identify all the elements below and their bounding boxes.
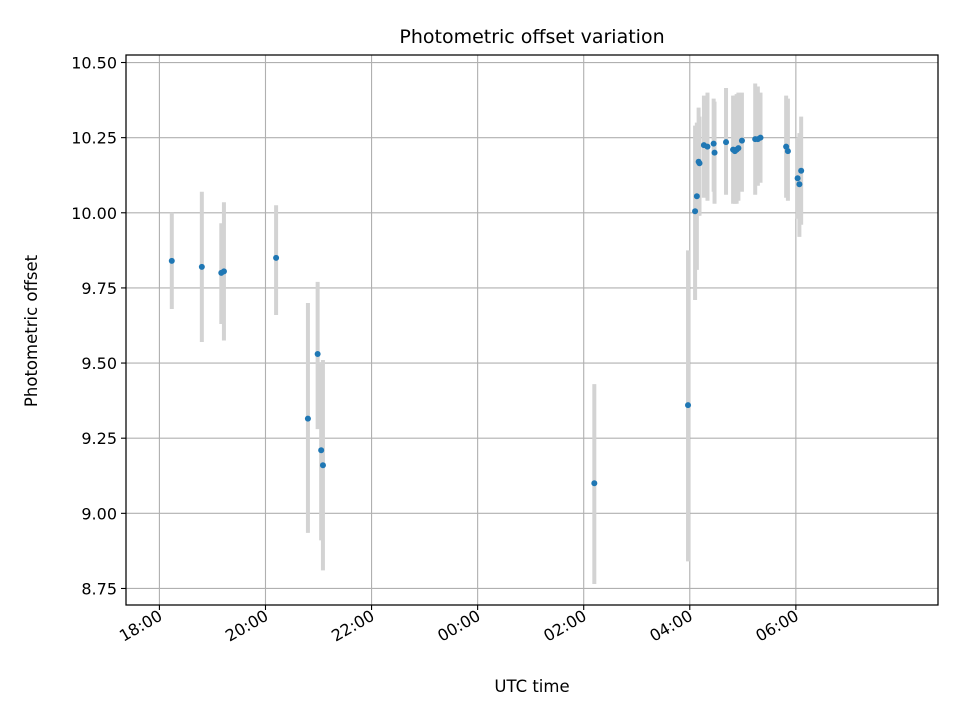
data-point [783,143,790,150]
data-point [710,140,717,147]
data-point [723,139,730,146]
data-point [796,181,803,188]
data-point [591,480,598,487]
y-axis: 8.75 9.00 9.25 9.50 9.75 10.00 10.25 10.50 [71,54,126,598]
y-axis-title: Photometric offset [22,254,41,407]
y-tick-label: 9.25 [81,429,117,448]
data-point [735,145,742,152]
data-point [168,257,175,264]
data-point [319,462,326,469]
data-points [168,134,805,487]
data-point [220,268,227,275]
data-point [711,149,718,156]
data-point [738,137,745,144]
data-point [693,193,700,200]
chart-title: Photometric offset variation [399,26,664,48]
data-point [318,447,325,454]
data-point [784,148,791,155]
y-tick-label: 10.25 [71,129,117,148]
data-point [794,175,801,182]
data-point [696,160,703,167]
data-point [798,167,805,174]
y-tick-label: 9.00 [81,504,117,523]
y-tick-label: 9.75 [81,279,117,298]
y-tick-label: 10.50 [71,54,117,73]
data-point [704,143,711,150]
data-point [314,351,321,358]
data-point [685,402,692,409]
y-tick-label: 10.00 [71,204,117,223]
y-tick-label: 8.75 [81,579,117,598]
data-point [273,254,280,261]
x-axis-title: UTC time [494,677,569,696]
y-tick-label: 9.50 [81,354,117,373]
grid [126,55,938,605]
data-point [304,415,311,422]
plot-frame [125,54,939,606]
data-point [198,263,205,270]
data-point [692,208,699,215]
data-point [757,134,764,141]
